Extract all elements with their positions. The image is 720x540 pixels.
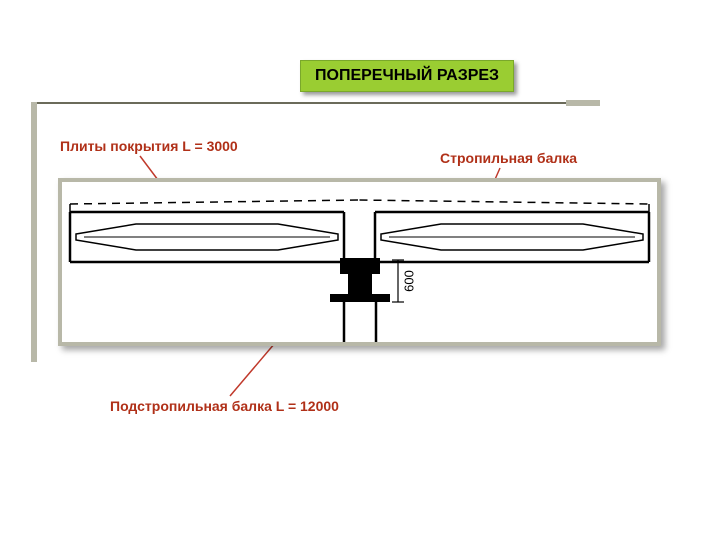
section-rule-end-right xyxy=(566,100,600,106)
section-rule-end-left xyxy=(31,102,37,362)
cross-section-frame: 600 xyxy=(58,178,661,346)
section-rule xyxy=(34,102,566,104)
stage: ПОПЕРЕЧНЫЙ РАЗРЕЗ Плиты покрытия L = 300… xyxy=(0,0,720,540)
cross-section-diagram: 600 xyxy=(62,182,657,342)
dimension-600: 600 xyxy=(401,270,416,292)
label-rafter: Стропильная балка xyxy=(440,150,577,166)
title-box: ПОПЕРЕЧНЫЙ РАЗРЕЗ xyxy=(300,60,514,92)
title-text: ПОПЕРЕЧНЫЙ РАЗРЕЗ xyxy=(315,67,499,84)
label-subrafter: Подстропильная балка L = 12000 xyxy=(110,398,339,414)
label-plates: Плиты покрытия L = 3000 xyxy=(60,138,238,154)
